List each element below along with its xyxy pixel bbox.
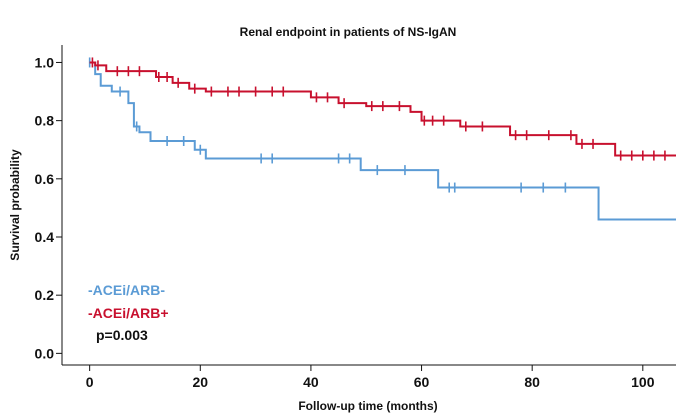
y-tick-label: 0.6 bbox=[35, 171, 55, 187]
y-tick-label: 0.0 bbox=[35, 345, 55, 361]
y-tick-label: 0.4 bbox=[35, 229, 55, 245]
x-tick-label: 40 bbox=[303, 374, 319, 390]
legend-entry-acei-arb-pos: -ACEi/ARB+ bbox=[88, 305, 169, 321]
y-tick-label: 1.0 bbox=[35, 54, 55, 70]
legend-entry-acei-arb-neg: -ACEi/ARB- bbox=[88, 282, 165, 298]
axes: 0 20 40 60 80 100 0.0 0.2 0.4 0.6 0.8 1.0 bbox=[35, 45, 676, 390]
x-tick-label: 60 bbox=[414, 374, 430, 390]
x-tick-label: 20 bbox=[192, 374, 208, 390]
p-value-annotation: p=0.003 bbox=[96, 327, 148, 343]
x-axis-title: Follow-up time (months) bbox=[298, 399, 437, 413]
x-tick-label: 100 bbox=[631, 374, 655, 390]
series-line-0 bbox=[89, 61, 676, 221]
y-tick-label: 0.8 bbox=[35, 113, 55, 129]
series-layer bbox=[88, 57, 676, 221]
x-tick-label: 80 bbox=[524, 374, 540, 390]
x-tick-label: 0 bbox=[86, 374, 94, 390]
y-tick-label: 0.2 bbox=[35, 287, 55, 303]
chart-title: Renal endpoint in patients of NS-IgAN bbox=[240, 25, 457, 39]
legend: -ACEi/ARB- -ACEi/ARB+ bbox=[88, 282, 169, 321]
series-line-1 bbox=[89, 61, 676, 157]
y-axis-title: Survival probability bbox=[8, 149, 22, 261]
